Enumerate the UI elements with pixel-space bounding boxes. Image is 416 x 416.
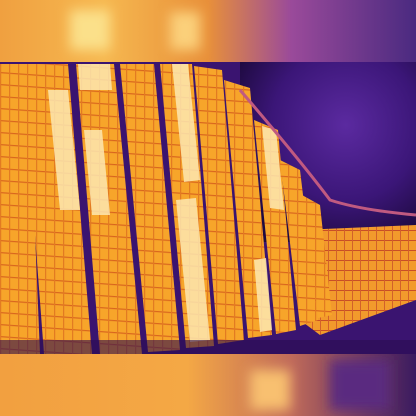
panel-column: [194, 66, 244, 344]
ground-shadow: [0, 340, 416, 354]
blurred-top-band: [0, 0, 416, 62]
fence-line: [238, 89, 416, 217]
panel-column: [22, 64, 92, 354]
panel-column: [120, 64, 180, 352]
panel-column: [302, 195, 332, 318]
panel-column: [280, 160, 318, 326]
hot-spots: [48, 64, 284, 342]
photo: [0, 62, 416, 354]
blur-highlights: [70, 10, 390, 410]
panel-column: [254, 120, 296, 334]
